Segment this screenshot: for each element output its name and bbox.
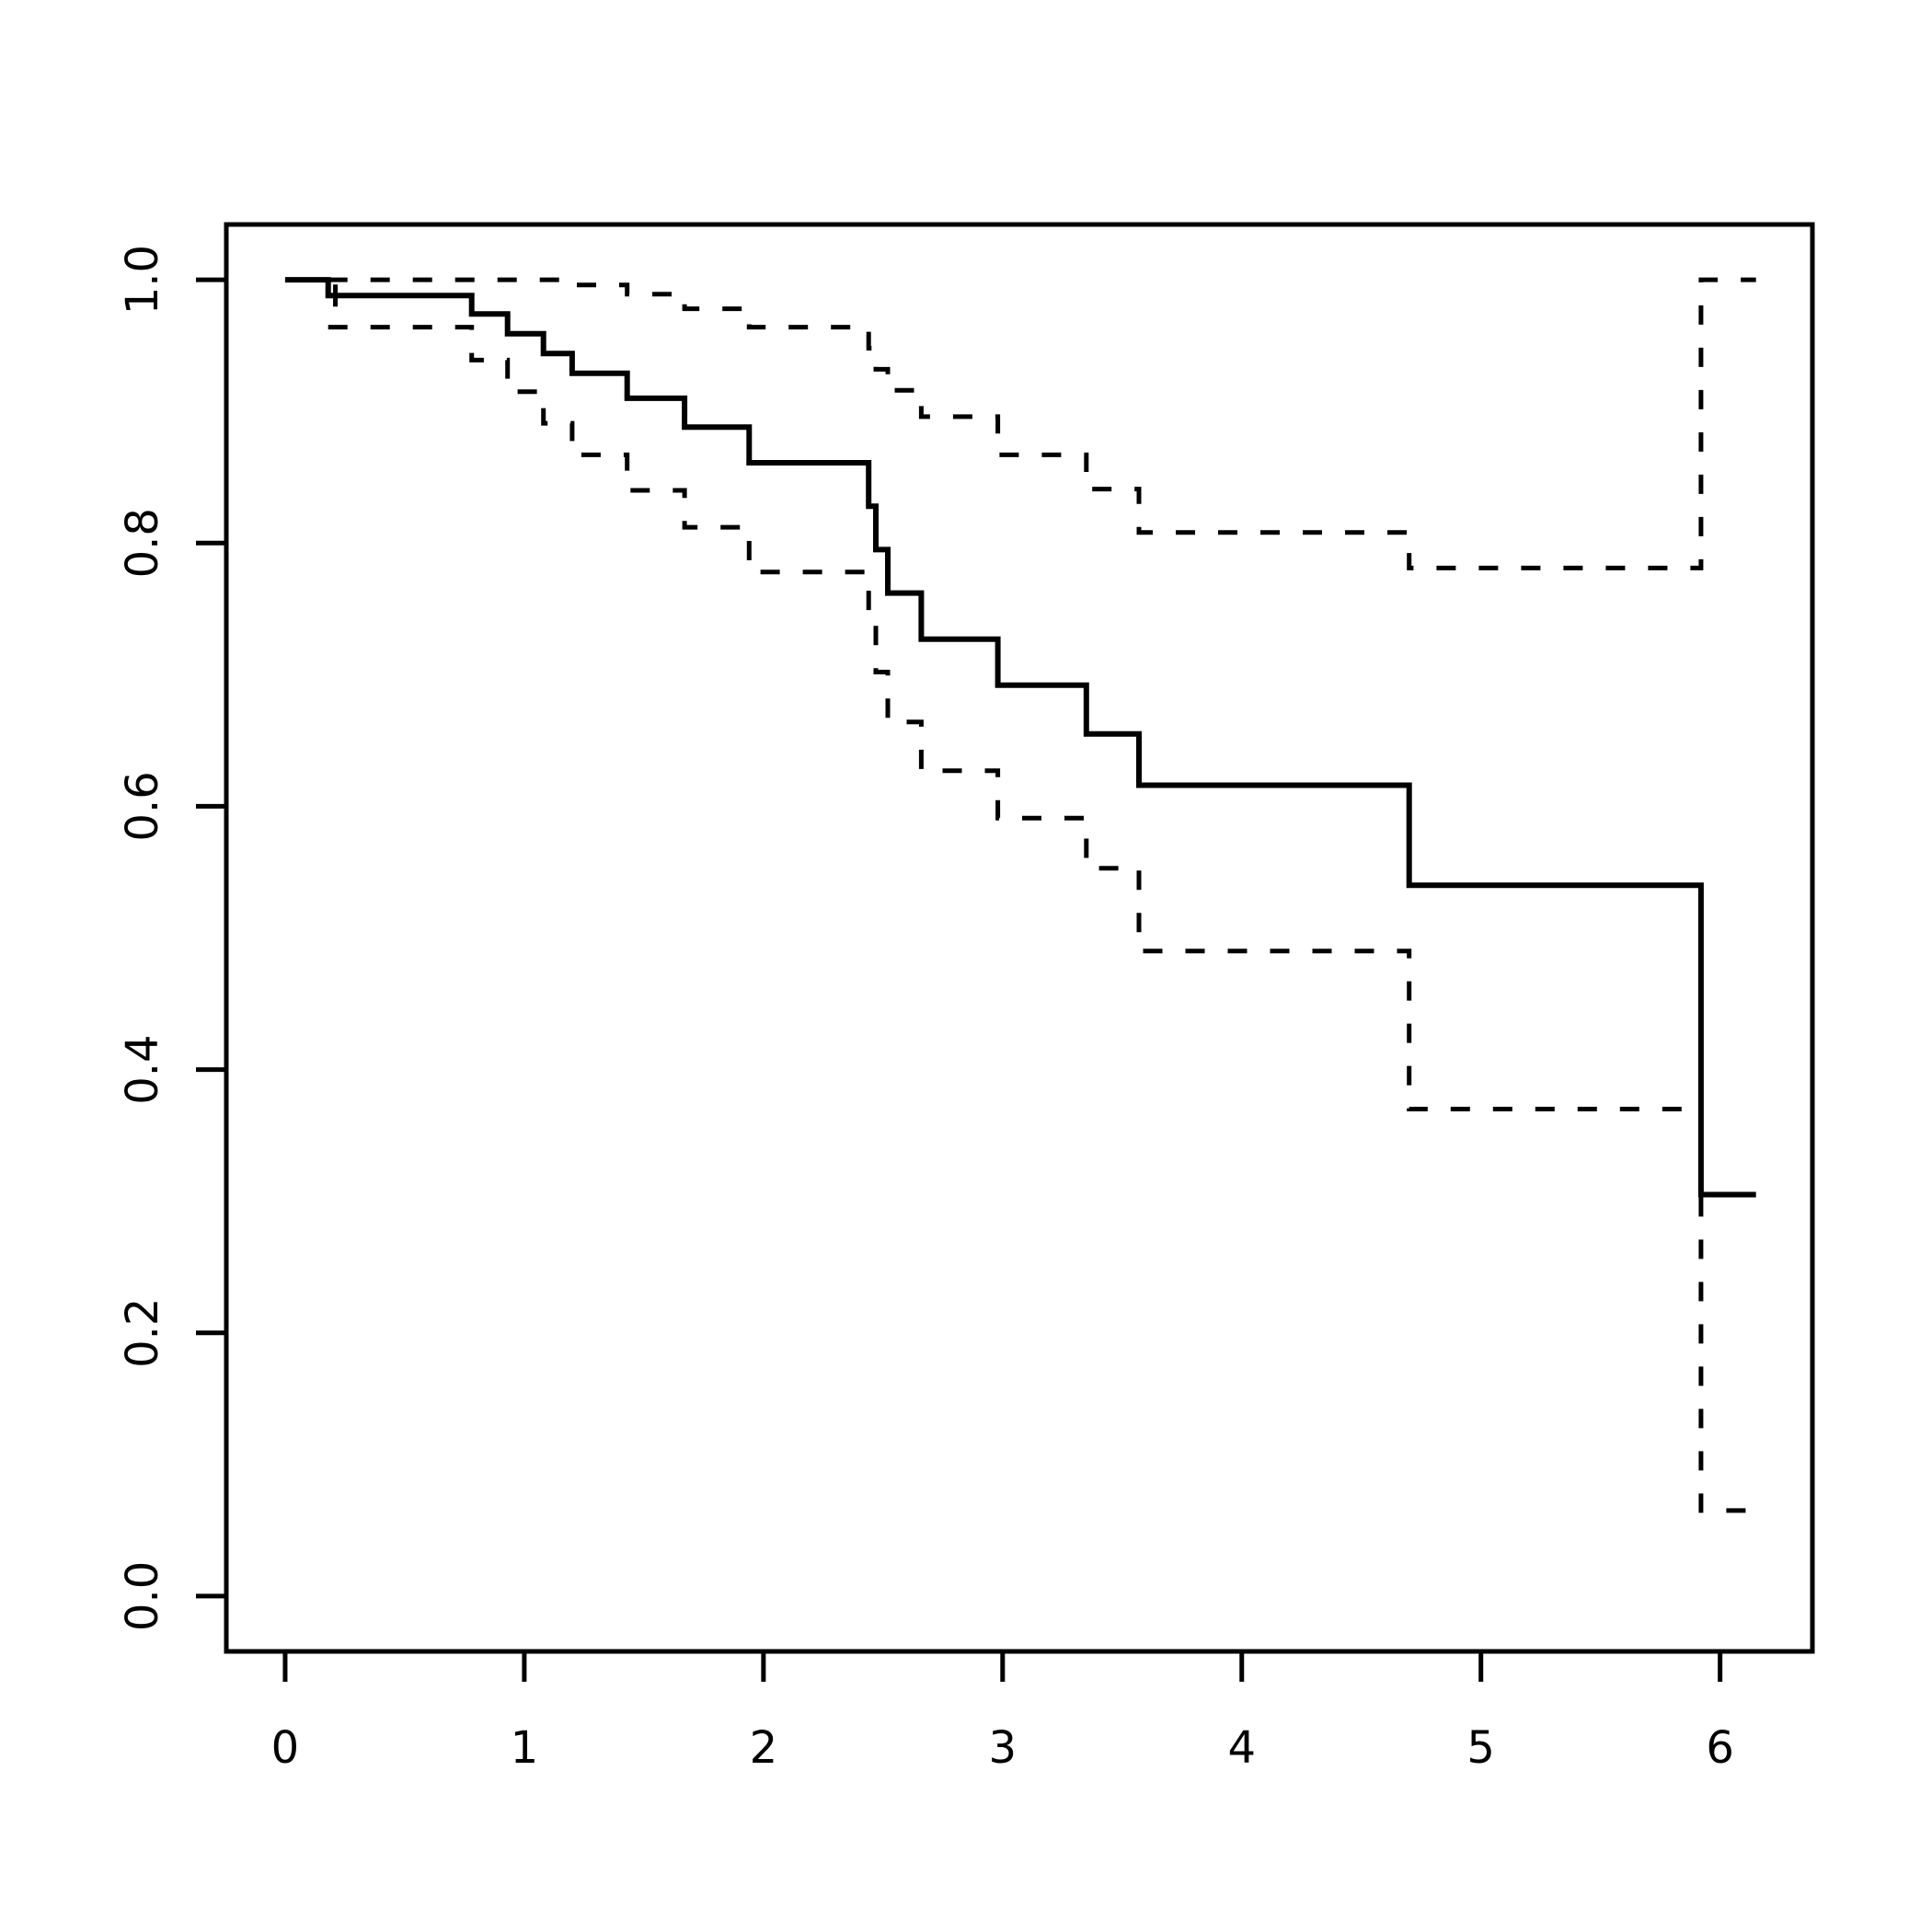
x-tick-label: 2 [750, 1722, 778, 1774]
x-tick-label: 4 [1227, 1722, 1256, 1774]
x-tick-label: 3 [989, 1722, 1018, 1774]
x-tick-label: 0 [271, 1722, 300, 1774]
y-tick-label: 0.0 [117, 1561, 168, 1631]
plot-border [224, 222, 1815, 1654]
y-tick-label: 0.6 [117, 771, 168, 841]
km-estimate-curve [284, 277, 1756, 1198]
y-tick-label: 0.2 [117, 1298, 168, 1368]
upper-95ci-curve [328, 277, 1756, 570]
y-tick-label: 1.0 [117, 245, 168, 315]
x-tick-label: 6 [1706, 1722, 1734, 1774]
lower-95ci-curve [328, 325, 1756, 1513]
x-tick-label: 5 [1466, 1722, 1495, 1774]
y-tick-label: 0.8 [117, 508, 168, 578]
x-tick-label: 1 [511, 1722, 539, 1774]
y-tick-label: 0.4 [117, 1034, 168, 1104]
